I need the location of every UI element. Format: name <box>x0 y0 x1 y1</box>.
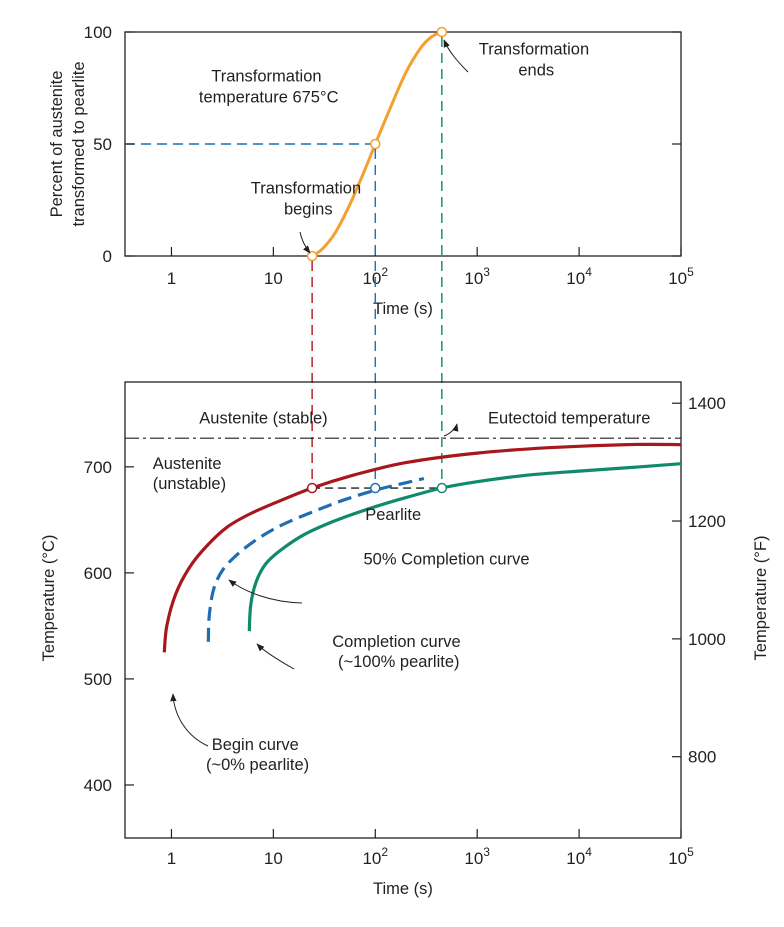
eutectoid-arrow <box>443 423 459 437</box>
transformation-ends-marker <box>436 26 448 38</box>
eutectoid-temperature-label: Eutectoid temperature <box>488 409 650 427</box>
fahrenheit-tick-label: 1000 <box>688 630 726 649</box>
bottom-x-axis-title: Time (s) <box>373 880 433 898</box>
top-x-tick-label: 104 <box>566 265 592 288</box>
fifty-percent-arrow <box>228 579 303 604</box>
bottom-plot-frame <box>124 381 682 839</box>
top-y-axis-title-line2: transformed to pearlite <box>70 61 88 226</box>
austenite-stable-label: Austenite (stable) <box>199 409 327 427</box>
transformation-begins-marker <box>306 250 318 262</box>
bottom-y-axis-ticks: 400 500 600 700 <box>84 458 112 795</box>
completion-curve-label: Completion curve (~100% pearlite) <box>332 633 465 671</box>
bottom-y-tick-label: 400 <box>84 776 112 795</box>
top-x-tick-label: 10 <box>264 269 283 288</box>
transformation-temperature-label: Transformation temperature 675°C <box>199 67 339 106</box>
bottom-x-tick-label: 104 <box>566 845 592 868</box>
connector-lines <box>311 37 443 484</box>
ttt-diagram: 400 500 600 700 800 1000 1200 1400 1 10 … <box>40 381 770 898</box>
top-y-tick-label: 100 <box>84 23 112 42</box>
top-y-axis-title-line1: Percent of austenite <box>48 71 66 218</box>
top-x-tick-label: 105 <box>668 265 694 288</box>
begin-curve <box>162 442 682 653</box>
transformation-chart: 0 50 100 1 10 102 103 104 105 Time (s) P… <box>48 23 694 318</box>
half-transformed-marker <box>370 138 381 150</box>
bottom-right-y-axis-ticks: 800 1000 1200 1400 <box>688 394 726 766</box>
bottom-x-tick-label: 10 <box>264 849 283 868</box>
fahrenheit-tick-label: 1200 <box>688 512 726 531</box>
top-x-axis-title: Time (s) <box>373 300 433 318</box>
fahrenheit-axis-title: Temperature (°F) <box>752 536 770 661</box>
bottom-x-axis-ticks: 1 10 102 103 104 105 <box>167 845 694 868</box>
bottom-y-tick-label: 700 <box>84 458 112 477</box>
top-x-axis-ticks: 1 10 102 103 104 105 <box>167 265 694 288</box>
completion-arrow <box>256 643 295 670</box>
fahrenheit-tick-label: 800 <box>688 748 716 767</box>
half-isotherm-marker <box>370 482 381 494</box>
top-y-tick-label: 0 <box>103 247 112 266</box>
bottom-x-tick-label: 102 <box>362 845 388 868</box>
pearlite-label: Pearlite <box>365 506 421 524</box>
fahrenheit-tick-label: 1400 <box>688 394 726 413</box>
fifty-percent-curve-label: 50% Completion curve <box>364 550 530 568</box>
begin-curve-label: Begin curve (~0% pearlite) <box>206 736 309 774</box>
celsius-axis-title: Temperature (°C) <box>40 535 58 662</box>
bottom-x-tick-label: 1 <box>167 849 176 868</box>
end-isotherm-marker <box>436 482 448 494</box>
ends-arrow <box>443 39 469 73</box>
bottom-y-tick-label: 600 <box>84 564 112 583</box>
top-x-tick-label: 103 <box>464 265 490 288</box>
top-y-tick-label: 50 <box>93 135 112 154</box>
austenite-unstable-label: Austenite (unstable) <box>153 455 226 493</box>
fifty-percent-curve <box>206 476 425 642</box>
begins-arrow <box>299 231 311 254</box>
begin-isotherm-marker <box>306 482 318 494</box>
bottom-x-tick-label: 105 <box>668 845 694 868</box>
begin-arrow <box>170 693 209 747</box>
bottom-x-tick-label: 103 <box>464 845 490 868</box>
top-x-tick-label: 1 <box>167 269 176 288</box>
bottom-y-tick-label: 500 <box>84 670 112 689</box>
transformation-ends-label: Transformation ends <box>479 40 594 79</box>
transformation-begins-label: Transformation begins <box>251 179 366 218</box>
completion-curve <box>247 462 682 632</box>
top-y-axis-ticks: 0 50 100 <box>84 23 112 266</box>
top-x-tick-label: 102 <box>362 265 388 288</box>
